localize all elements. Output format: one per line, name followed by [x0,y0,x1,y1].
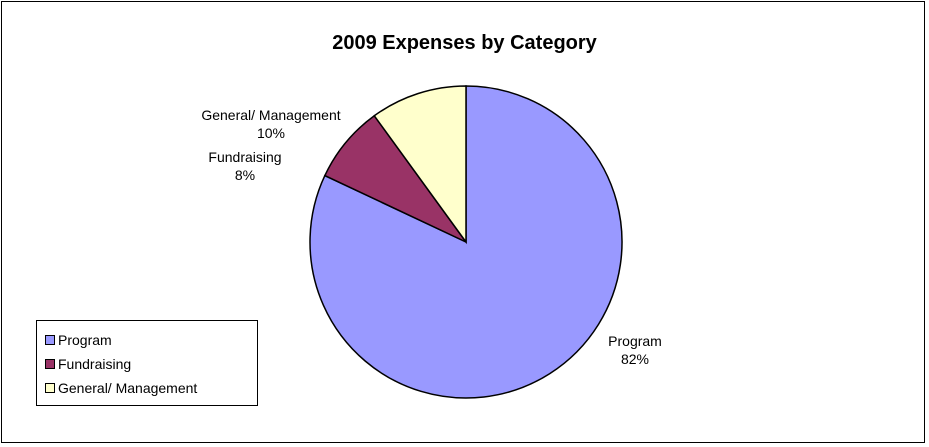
label-fundraising: Fundraising 8% [190,148,300,184]
legend-label-program: Program [58,332,112,348]
legend-swatch-program [45,335,55,345]
label-program-name: Program [590,332,680,350]
label-fundraising-name: Fundraising [190,148,300,166]
legend: Program Fundraising General/ Management [36,320,258,406]
legend-label-fundraising: Fundraising [58,356,131,372]
label-general-management-name: General/ Management [186,106,356,124]
legend-item-fundraising: Fundraising [45,352,257,376]
legend-label-general-management: General/ Management [58,380,197,396]
label-program-pct: 82% [590,350,680,368]
label-fundraising-pct: 8% [190,166,300,184]
legend-swatch-general-management [45,383,55,393]
label-general-management-pct: 10% [186,124,356,142]
label-general-management: General/ Management 10% [186,106,356,142]
legend-swatch-fundraising [45,359,55,369]
legend-item-general-management: General/ Management [45,376,257,400]
legend-item-program: Program [45,328,257,352]
label-program: Program 82% [590,332,680,368]
